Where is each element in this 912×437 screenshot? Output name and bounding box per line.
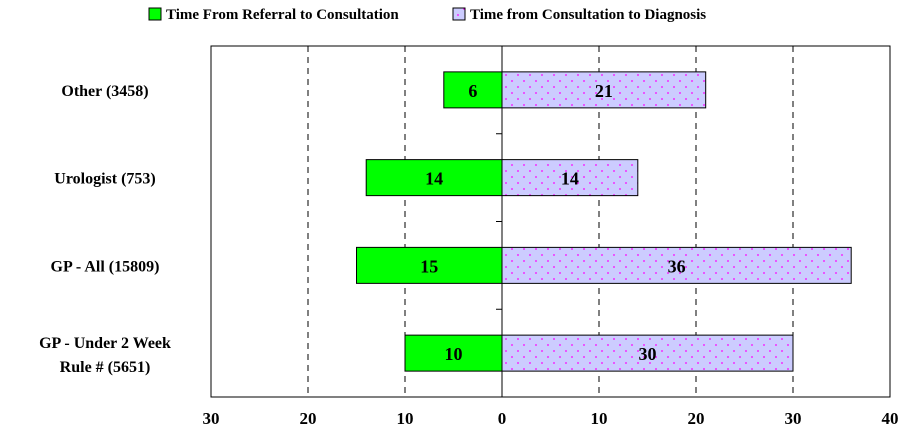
legend-swatch-1	[452, 7, 466, 21]
value-label-referral-2: 15	[420, 256, 438, 276]
bar-diagnosis-3	[501, 334, 794, 372]
value-label-referral-1: 14	[425, 169, 443, 189]
x-tick-label-4: 10	[591, 409, 608, 428]
bar-diagnosis-2	[501, 246, 852, 284]
value-label-referral-0: 6	[468, 81, 477, 101]
x-tick-label-3: 0	[498, 409, 507, 428]
x-tick-label-6: 30	[785, 409, 802, 428]
bar-diagnosis-1	[501, 159, 639, 197]
value-label-diagnosis-2: 36	[668, 256, 686, 276]
bar-diagnosis-0	[501, 71, 707, 109]
legend-label-0: Time From Referral to Consultation	[166, 7, 399, 23]
x-tick-label-7: 40	[882, 409, 899, 428]
legend-swatch-0	[148, 7, 162, 21]
bar-referral-2	[356, 246, 503, 284]
category-label-3-line2: Rule # (5651)	[60, 359, 151, 376]
value-label-diagnosis-0: 21	[595, 81, 613, 101]
value-label-referral-3: 10	[445, 344, 463, 364]
legend-label-1: Time from Consultation to Diagnosis	[470, 7, 706, 23]
bar-referral-1	[365, 159, 503, 197]
plot-frame	[210, 45, 891, 398]
category-label-2: GP - All (15809)	[51, 258, 160, 275]
value-label-diagnosis-1: 14	[561, 169, 579, 189]
x-tick-label-2: 10	[397, 409, 414, 428]
x-tick-label-5: 20	[688, 409, 705, 428]
category-label-1: Urologist (753)	[54, 171, 155, 188]
category-label-3-line1: GP - Under 2 Week	[39, 335, 171, 352]
category-label-0: Other (3458)	[61, 83, 148, 100]
x-tick-label-0: 30	[203, 409, 220, 428]
x-tick-label-1: 20	[300, 409, 317, 428]
bar-referral-0	[443, 71, 503, 109]
value-label-diagnosis-3: 30	[639, 344, 657, 364]
